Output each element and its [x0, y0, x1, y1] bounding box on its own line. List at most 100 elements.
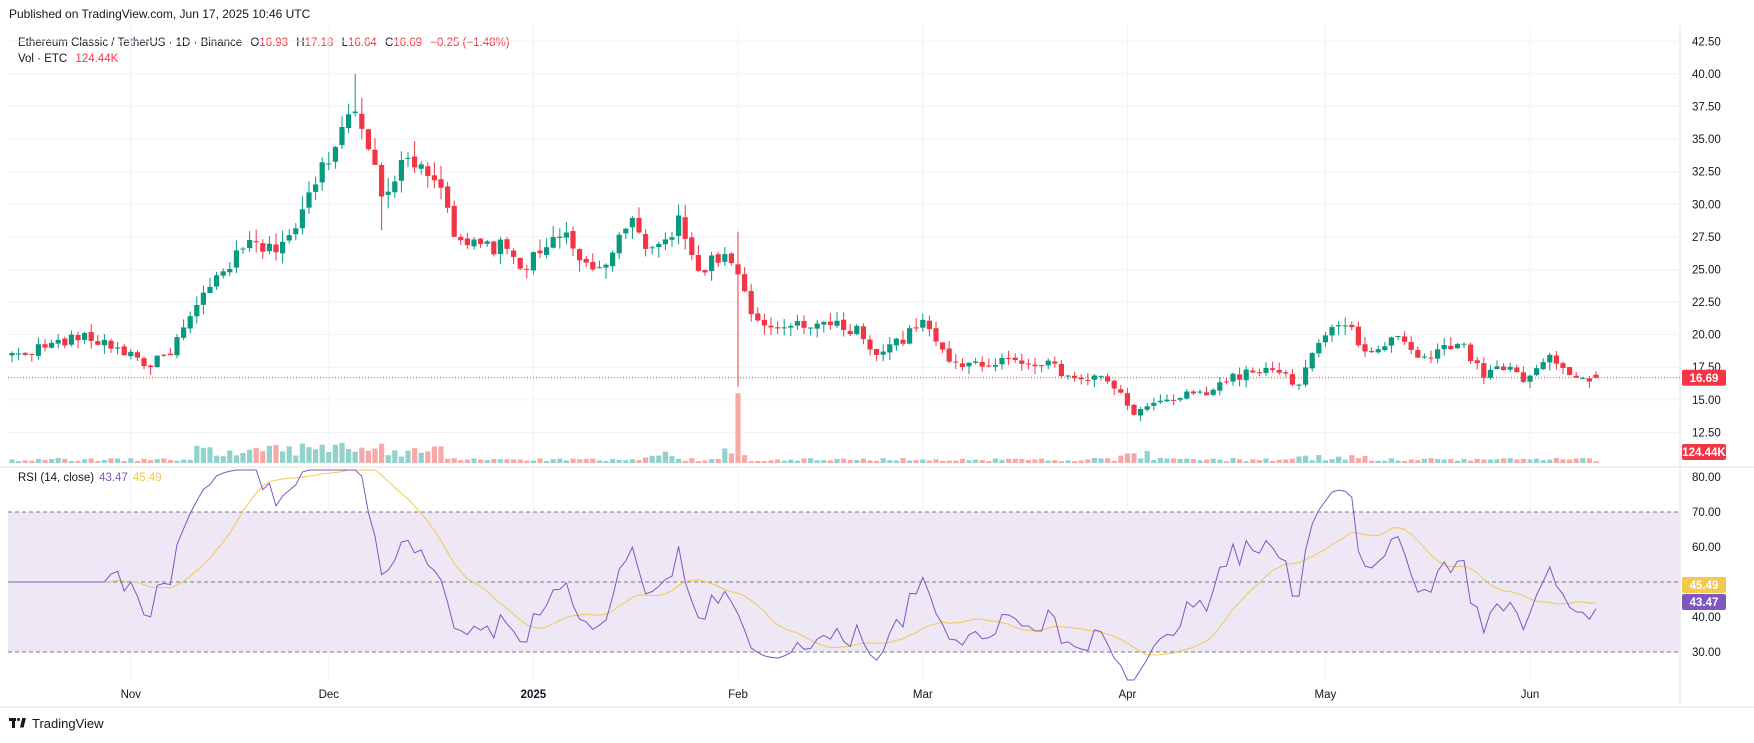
- candle-body: [385, 191, 391, 195]
- candle-body: [999, 358, 1005, 365]
- rsi-label[interactable]: RSI (14, close): [18, 472, 95, 484]
- volume-bar: [1362, 455, 1368, 463]
- candle-body: [504, 239, 510, 249]
- low-label: L: [341, 37, 348, 49]
- candle-body: [22, 352, 28, 355]
- candle-body: [1006, 358, 1012, 360]
- candle-body: [682, 217, 688, 239]
- candle-body: [847, 330, 853, 335]
- volume-bar: [1316, 455, 1322, 463]
- candle-body: [418, 164, 424, 169]
- candle-body: [1388, 337, 1394, 346]
- candle-body: [1461, 343, 1467, 345]
- candle-body: [900, 339, 906, 344]
- candle-body: [161, 354, 167, 356]
- candle-body: [1303, 367, 1309, 385]
- candle-body: [722, 254, 728, 262]
- volume-bar: [669, 456, 675, 463]
- candle-body: [755, 313, 761, 321]
- volume-bar: [148, 460, 154, 463]
- volume-bar: [194, 445, 200, 463]
- candle-body: [1032, 364, 1038, 367]
- candle-body: [471, 239, 477, 247]
- candle-body: [1124, 393, 1130, 406]
- symbol-title[interactable]: Ethereum Classic / TetherUS · 1D · Binan…: [18, 37, 243, 49]
- candle-body: [1243, 369, 1249, 381]
- candle-body: [854, 325, 860, 335]
- volume-bar: [900, 457, 906, 463]
- volume-bar: [1402, 460, 1408, 463]
- candle-body: [207, 286, 213, 294]
- candle-body: [1501, 366, 1507, 371]
- candle-body: [108, 340, 114, 349]
- volume-bar: [1435, 458, 1441, 463]
- volume-bar: [220, 456, 226, 463]
- volume-bar: [563, 460, 569, 463]
- volume-bar: [656, 455, 662, 463]
- candle-body: [794, 321, 800, 326]
- candle-body: [1237, 374, 1243, 380]
- volume-bar: [841, 458, 847, 463]
- volume-bar: [530, 460, 536, 463]
- volume-bar: [643, 457, 649, 463]
- volume-bar: [497, 459, 503, 463]
- candle-body: [1322, 335, 1328, 343]
- volume-bar: [101, 460, 107, 463]
- candle-body: [834, 320, 840, 326]
- candle-body: [154, 355, 160, 367]
- volume-bar: [517, 459, 523, 463]
- candle-body: [550, 237, 556, 248]
- rsi-value-tag-text: 43.47: [1690, 597, 1719, 609]
- volume-bar: [22, 460, 28, 463]
- candle-body: [1197, 391, 1203, 393]
- candle-body: [286, 235, 292, 241]
- candle-body: [1019, 360, 1025, 364]
- candle-body: [1138, 409, 1144, 416]
- volume-bar: [662, 451, 668, 463]
- volume-bar: [49, 459, 55, 463]
- candle-body: [1547, 354, 1553, 363]
- last-price-tag: 16.69: [1682, 369, 1726, 386]
- volume-bar: [801, 458, 807, 463]
- volume-bar: [973, 459, 979, 463]
- last-volume-tag: 124.44K: [1682, 444, 1726, 460]
- candle-body: [946, 348, 952, 362]
- candle-body: [260, 243, 266, 252]
- volume-bar: [1481, 459, 1487, 463]
- candle-body: [603, 264, 609, 268]
- candle-body: [233, 250, 239, 268]
- candle-body: [511, 250, 517, 257]
- candle-body: [227, 268, 233, 273]
- time-tick-label: Apr: [1118, 689, 1136, 701]
- candle-body: [95, 341, 101, 345]
- rsi-ma-tag: 45.49: [1682, 577, 1726, 593]
- candle-body: [412, 156, 418, 168]
- candle-body: [1098, 376, 1104, 378]
- rsi-ma-tag-text: 45.49: [1690, 580, 1719, 592]
- rsi-legend: RSI (14, close) 43.47 45.49: [18, 472, 162, 484]
- volume-bar: [306, 447, 312, 463]
- candle-body: [280, 241, 286, 254]
- volume-bar: [1415, 460, 1421, 463]
- tradingview-brand[interactable]: TradingView: [9, 716, 104, 731]
- candle-body: [306, 192, 312, 208]
- candle-body: [1316, 342, 1322, 354]
- volume-bar: [1289, 458, 1295, 463]
- candle-body: [577, 249, 583, 261]
- volume-bar: [1448, 459, 1454, 463]
- open-value: 16.93: [259, 37, 289, 49]
- rsi-ma-tag-bg: [1682, 577, 1726, 593]
- price-tick-label: 30.00: [1692, 199, 1721, 211]
- candle-body: [1230, 373, 1236, 382]
- candle-body: [689, 237, 695, 255]
- candle-body: [775, 327, 781, 329]
- volume-label[interactable]: Vol · ETC: [18, 53, 68, 65]
- candle-body: [1065, 375, 1071, 377]
- volume-bar: [1124, 453, 1130, 463]
- volume-bar: [372, 448, 378, 463]
- candle-body: [1025, 363, 1031, 365]
- volume-bar: [748, 461, 754, 463]
- time-tick-label: Dec: [319, 689, 340, 701]
- volume-bar: [1514, 459, 1520, 463]
